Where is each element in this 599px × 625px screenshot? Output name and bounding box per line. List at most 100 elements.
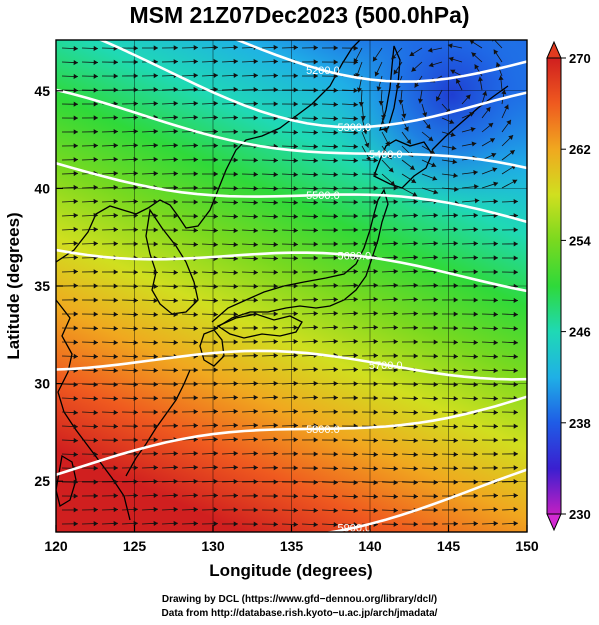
- wind-arrow: [161, 409, 179, 415]
- wind-arrow: [121, 409, 139, 415]
- wind-arrow: [361, 353, 379, 359]
- wind-arrow: [461, 465, 479, 471]
- wind-arrow: [401, 493, 419, 499]
- wind-arrow: [261, 493, 279, 499]
- contour-line: [56, 349, 527, 381]
- wind-arrow: [301, 269, 319, 275]
- coastline-taiwan: [56, 454, 77, 508]
- wind-arrow: [81, 437, 99, 443]
- wind-arrow: [101, 115, 119, 121]
- wind-arrow: [221, 325, 239, 331]
- wind-arrow: [481, 297, 499, 303]
- wind-arrow: [321, 338, 339, 344]
- wind-arrow: [201, 367, 219, 373]
- wind-arrow: [181, 311, 199, 318]
- wind-arrow: [141, 520, 159, 526]
- wind-arrow: [469, 40, 483, 49]
- wind-arrow: [221, 297, 239, 303]
- wind-arrow: [221, 227, 239, 234]
- wind-arrow: [261, 479, 279, 485]
- wind-arrow: [341, 282, 359, 289]
- wind-arrow: [181, 367, 199, 373]
- wind-arrow: [201, 478, 219, 485]
- wind-arrow: [501, 227, 519, 233]
- wind-arrow: [441, 325, 459, 331]
- contour-label: 5700.0: [369, 360, 403, 372]
- wind-arrow: [181, 227, 199, 233]
- wind-arrow: [381, 131, 390, 147]
- contour-label: 5600.0: [337, 250, 371, 262]
- wind-arrow: [441, 283, 459, 289]
- wind-arrow: [321, 310, 339, 317]
- wind-arrow: [181, 409, 199, 415]
- wind-arrow: [201, 72, 219, 78]
- contour-label: 5800.0: [306, 424, 340, 436]
- wind-arrow: [321, 87, 339, 93]
- wind-arrow: [241, 171, 259, 177]
- map-title: MSM 21Z07Dec2023 (500.0hPa): [129, 2, 470, 28]
- wind-arrow: [441, 465, 459, 471]
- x-tick-label: 150: [515, 538, 539, 554]
- wind-arrow: [101, 409, 119, 416]
- wind-arrow: [241, 353, 259, 359]
- wind-arrow: [361, 282, 379, 289]
- wind-arrow: [241, 228, 259, 234]
- wind-arrow: [261, 311, 279, 317]
- wind-arrow: [221, 521, 239, 527]
- wind-arrow: [441, 159, 458, 165]
- wind-arrow: [161, 199, 179, 205]
- wind-arrow: [201, 353, 219, 359]
- colorbar-tick-label: 230: [569, 507, 591, 522]
- wind-arrow: [401, 465, 419, 472]
- wind-arrow: [241, 199, 259, 206]
- wind-arrow: [221, 507, 239, 513]
- wind-arrow: [341, 143, 359, 150]
- wind-arrow: [450, 69, 463, 77]
- wind-arrow: [501, 451, 519, 457]
- wind-arrow: [401, 131, 412, 145]
- wind-arrow: [61, 353, 79, 359]
- wind-arrow: [461, 255, 479, 261]
- wind-arrow: [441, 507, 459, 513]
- wind-arrow: [401, 199, 419, 205]
- wind-arrow: [501, 179, 518, 189]
- colorbar-tick-label: 270: [569, 51, 591, 66]
- wind-arrow: [461, 423, 479, 430]
- wind-arrow: [421, 381, 439, 388]
- wind-arrow: [301, 87, 319, 93]
- wind-arrow: [141, 339, 159, 346]
- wind-arrow: [381, 521, 399, 527]
- contour-line: [56, 248, 527, 293]
- wind-arrow: [281, 241, 299, 247]
- wind-arrow: [181, 339, 199, 345]
- wind-arrow: [281, 255, 299, 261]
- wind-arrow: [161, 227, 179, 233]
- wind-arrow: [141, 381, 159, 387]
- wind-arrow: [461, 382, 479, 388]
- wind-arrow: [374, 61, 383, 77]
- wind-arrow: [281, 143, 299, 150]
- wind-arrow: [380, 103, 386, 120]
- wind-arrow: [441, 410, 459, 416]
- wind-arrow: [141, 395, 159, 401]
- wind-arrow: [181, 423, 199, 429]
- wind-arrow: [181, 298, 199, 304]
- coastline-shikoku-honshu-west: [216, 313, 303, 339]
- wind-arrow: [181, 478, 199, 484]
- wind-arrow: [241, 115, 259, 121]
- contour-label: 5400.0: [369, 149, 403, 161]
- wind-arrow: [481, 181, 499, 189]
- wind-arrow: [481, 409, 499, 415]
- wind-arrow: [481, 395, 499, 402]
- wind-arrow: [181, 325, 199, 332]
- wind-arrow: [101, 520, 119, 527]
- wind-arrow: [421, 424, 439, 430]
- wind-arrow: [427, 47, 443, 53]
- wind-arrow: [81, 353, 99, 360]
- wind-arrow: [141, 353, 159, 360]
- wind-arrow: [81, 311, 99, 317]
- wind-arrow: [301, 129, 319, 136]
- wind-arrow: [141, 199, 159, 205]
- wind-arrow: [341, 465, 359, 472]
- coastline-ryukyu: [125, 369, 191, 477]
